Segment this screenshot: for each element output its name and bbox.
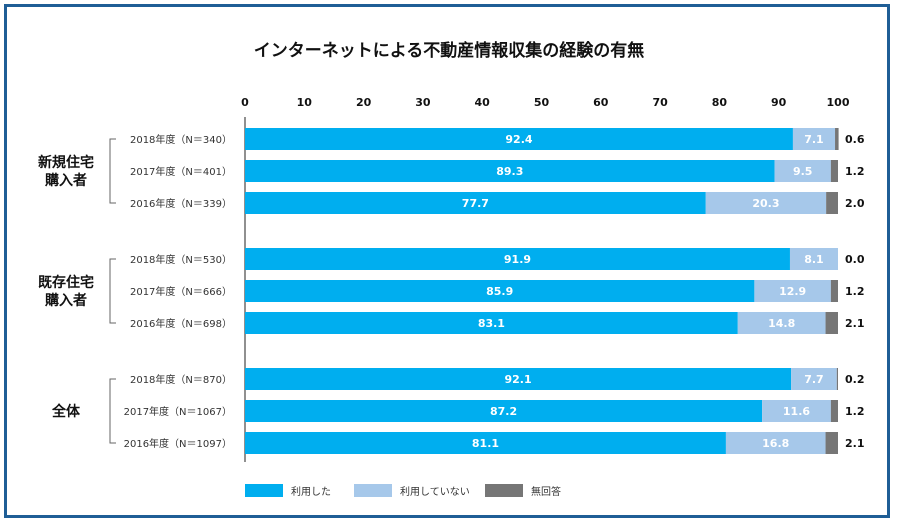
row-label: 2017年度（N＝401）	[130, 165, 232, 178]
x-tick-label: 80	[712, 96, 728, 109]
row-label: 2017年度（N＝1067）	[124, 405, 232, 418]
data-label: 85.9	[486, 285, 513, 298]
legend-swatch	[485, 484, 523, 497]
bar-segment-2	[737, 312, 826, 334]
data-label: 81.1	[472, 437, 499, 450]
group-label: 既存住宅	[38, 274, 94, 291]
bar-segment-3	[830, 280, 838, 302]
x-tick-label: 40	[475, 96, 491, 109]
row-label: 2016年度（N＝1097）	[124, 437, 232, 450]
row-label: 2016年度（N＝339）	[130, 197, 232, 210]
bar-segment-2	[762, 400, 831, 422]
x-tick-label: 70	[652, 96, 668, 109]
data-label: 91.9	[504, 253, 531, 266]
bar-segment-1	[245, 248, 790, 270]
group-label: 新規住宅	[38, 154, 94, 171]
row-label: 2018年度（N＝870）	[130, 373, 232, 386]
bar-segment-3	[825, 432, 838, 454]
no-answer-label: 0.2	[845, 373, 865, 386]
bar-segment-2	[754, 280, 831, 302]
bar-segment-3	[826, 192, 838, 214]
no-answer-label: 2.1	[845, 437, 865, 450]
x-tick-label: 50	[534, 96, 550, 109]
x-tick-label: 30	[415, 96, 431, 109]
bar-segment-1	[245, 280, 755, 302]
bar-segment-3	[836, 368, 838, 390]
data-label: 92.4	[505, 133, 532, 146]
x-tick-label: 60	[593, 96, 609, 109]
bar-segment-2	[789, 248, 838, 270]
x-tick-label: 0	[241, 96, 249, 109]
bar-segment-3	[830, 400, 838, 422]
bar-segment-1	[245, 400, 763, 422]
legend-swatch	[354, 484, 392, 497]
bar-segment-3	[835, 128, 839, 150]
bar-segment-3	[825, 312, 838, 334]
data-label: 7.7	[804, 373, 824, 386]
bar-segment-3	[830, 160, 838, 182]
data-label: 14.8	[768, 317, 795, 330]
group-label: 全体	[51, 403, 81, 420]
bar-segment-2	[791, 368, 837, 390]
row-label: 2018年度（N＝530）	[130, 253, 232, 266]
bar-segment-1	[245, 368, 792, 390]
data-label: 77.7	[462, 197, 489, 210]
data-label: 16.8	[762, 437, 789, 450]
no-answer-label: 0.6	[845, 133, 865, 146]
x-tick-label: 20	[356, 96, 372, 109]
bar-segment-2	[792, 128, 836, 150]
data-label: 87.2	[490, 405, 517, 418]
no-answer-label: 1.2	[845, 285, 865, 298]
no-answer-label: 1.2	[845, 165, 865, 178]
x-tick-label: 10	[297, 96, 313, 109]
group-bracket	[109, 258, 116, 324]
bar-segment-1	[245, 160, 775, 182]
data-label: 92.1	[505, 373, 532, 386]
legend-label: 利用した	[291, 486, 331, 498]
data-label: 89.3	[496, 165, 523, 178]
data-label: 8.1	[804, 253, 824, 266]
row-label: 2018年度（N＝340）	[130, 133, 232, 146]
x-tick-label: 100	[827, 96, 850, 109]
group-label: 購入者	[44, 172, 87, 189]
bar-segment-1	[245, 312, 738, 334]
bar-segment-2	[725, 432, 826, 454]
bar-segment-1	[245, 192, 706, 214]
legend-label: 無回答	[531, 485, 561, 498]
bar-segment-2	[705, 192, 827, 214]
no-answer-label: 0.0	[845, 253, 865, 266]
no-answer-label: 2.1	[845, 317, 865, 330]
bar-segment-2	[774, 160, 831, 182]
data-label: 9.5	[793, 165, 813, 178]
data-label: 83.1	[478, 317, 505, 330]
data-label: 11.6	[783, 405, 810, 418]
data-label: 12.9	[779, 285, 806, 298]
no-answer-label: 2.0	[845, 197, 865, 210]
no-answer-label: 1.2	[845, 405, 865, 418]
x-tick-label: 90	[771, 96, 787, 109]
row-label: 2017年度（N＝666）	[130, 285, 232, 298]
group-bracket	[109, 138, 116, 204]
row-label: 2016年度（N＝698）	[130, 317, 232, 330]
bar-segment-1	[245, 128, 793, 150]
data-label: 7.1	[804, 133, 824, 146]
data-label: 20.3	[752, 197, 779, 210]
bar-segment-1	[245, 432, 726, 454]
legend-label: 利用していない	[400, 486, 470, 498]
legend-swatch	[245, 484, 283, 497]
group-label: 購入者	[44, 292, 87, 309]
chart-title: インターネットによる不動産情報収集の経験の有無	[254, 40, 645, 61]
group-bracket	[109, 378, 116, 444]
